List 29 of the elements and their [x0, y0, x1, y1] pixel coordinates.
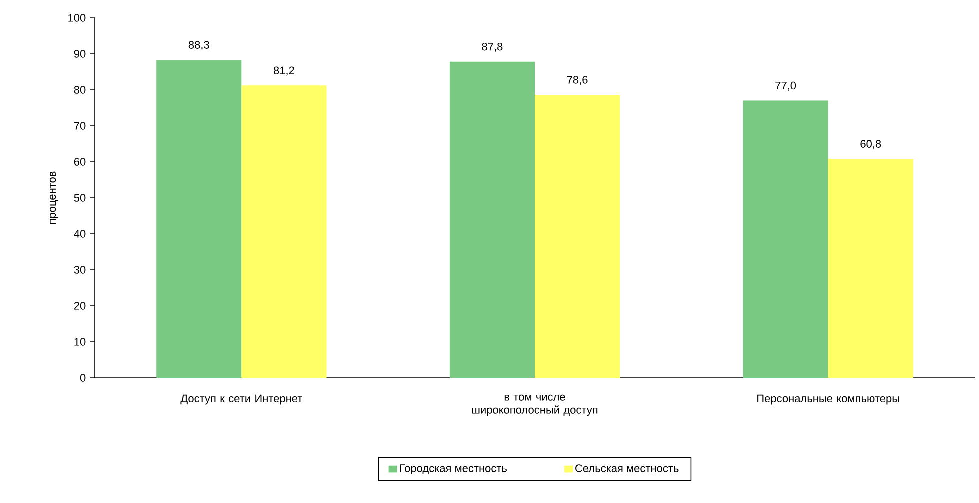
- bar: [535, 95, 620, 378]
- bar: [156, 60, 242, 378]
- data-label: 81,2: [274, 66, 294, 76]
- bar: [242, 86, 327, 378]
- legend-label: Городская местность: [400, 464, 507, 475]
- x-tick-label: Персональные компьютеры: [758, 394, 900, 405]
- bar: [743, 100, 828, 378]
- y-tick-label: 80: [74, 86, 86, 94]
- x-tick-label: в том числе широкополосный доступ: [472, 394, 598, 416]
- y-tick-label: 100: [68, 14, 86, 22]
- y-tick-label: 60: [74, 158, 86, 166]
- y-tick-label: 20: [74, 302, 86, 310]
- y-tick-label: 40: [74, 230, 86, 238]
- y-tick-label: 10: [74, 338, 86, 346]
- data-label: 77,0: [776, 82, 796, 91]
- bar: [828, 159, 914, 378]
- data-label: 87,8: [482, 42, 503, 52]
- data-label: 78,6: [567, 76, 588, 86]
- y-axis-title: процентов: [50, 172, 58, 224]
- data-label: 88,3: [188, 41, 210, 50]
- y-tick-label: 50: [74, 194, 86, 202]
- legend-label: Сельская местность: [576, 464, 679, 472]
- y-tick-label: 70: [74, 122, 86, 130]
- y-tick-label: 30: [74, 266, 86, 274]
- y-tick-label: 0: [80, 374, 86, 382]
- y-tick-label: 90: [74, 50, 86, 58]
- data-label: 60,8: [860, 140, 882, 150]
- bar: [450, 62, 536, 378]
- x-tick-label: Доступ к сети Интернет: [180, 394, 303, 405]
